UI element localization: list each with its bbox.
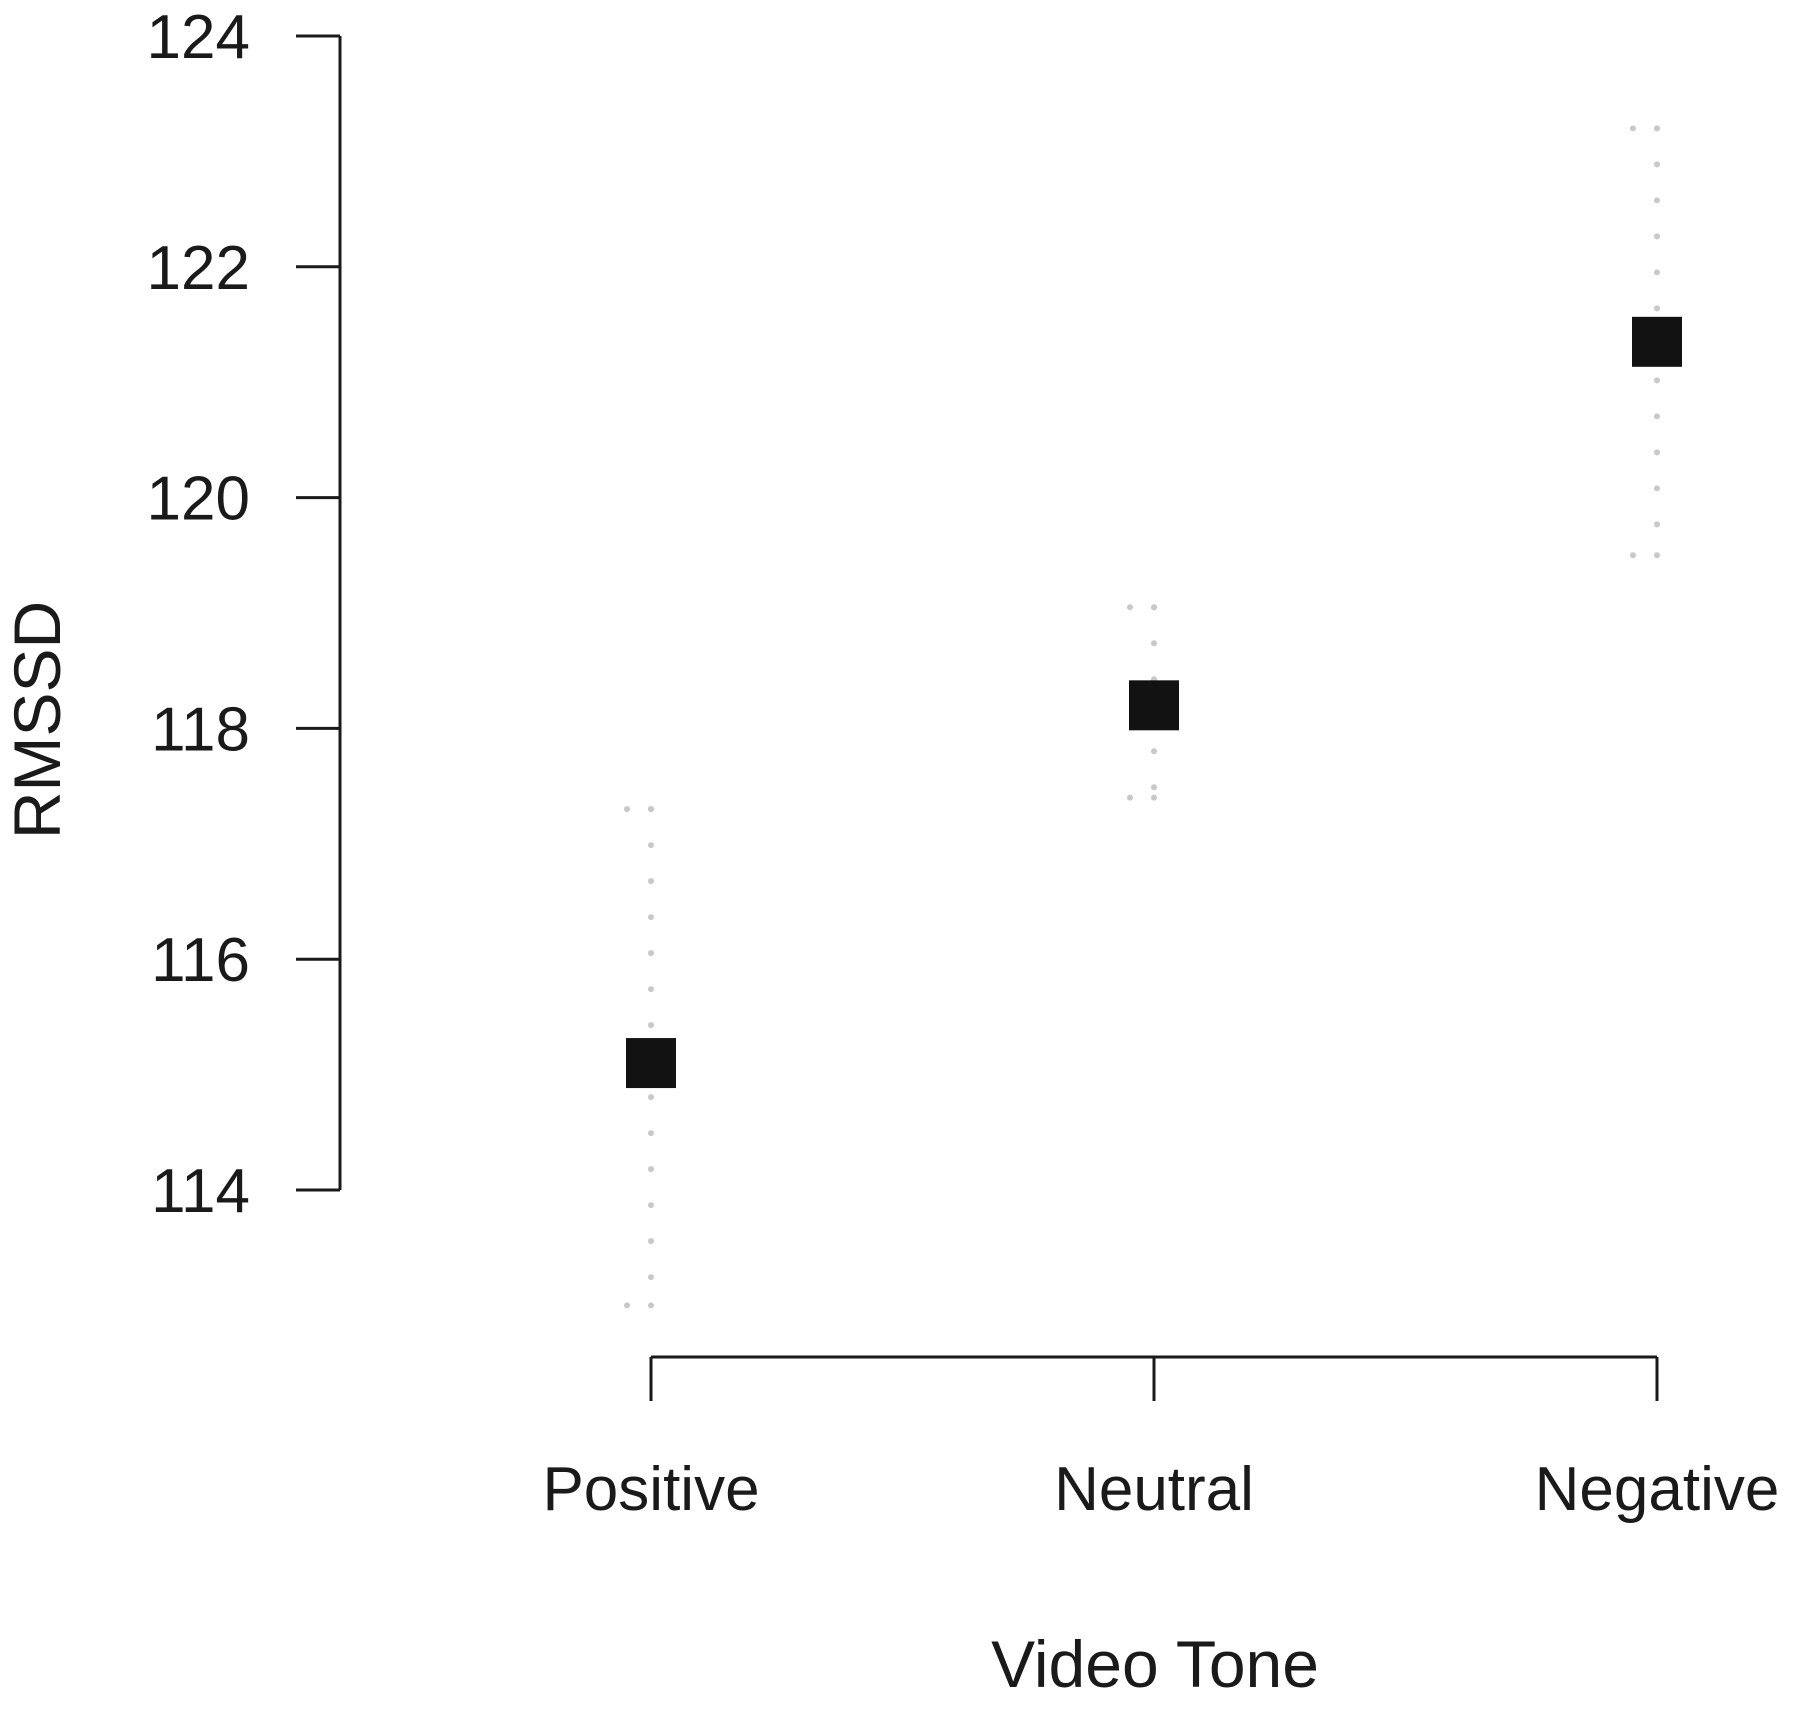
- y-axis: 114 116 118 120 122 124: [147, 3, 342, 1226]
- x-axis-title: Video Tone: [991, 1627, 1319, 1701]
- x-tick-label: Positive: [542, 1455, 759, 1524]
- y-axis-title: RMSSD: [0, 601, 74, 839]
- x-tick-label: Negative: [1535, 1455, 1780, 1524]
- y-tick-label: 114: [151, 1157, 250, 1226]
- x-axis: Positive Neutral Negative: [542, 1355, 1780, 1524]
- data-points: [626, 316, 1682, 1089]
- y-tick-label: 118: [151, 695, 250, 764]
- y-tick-label: 120: [147, 465, 250, 534]
- error-bar: [624, 806, 678, 1309]
- error-bar: [1127, 604, 1181, 801]
- x-tick-label: Neutral: [1054, 1455, 1254, 1524]
- y-tick-label: 116: [151, 926, 250, 995]
- y-tick-label: 122: [147, 234, 250, 303]
- y-tick-label: 124: [147, 3, 250, 72]
- data-point-negative: [1632, 316, 1682, 367]
- data-point-positive: [626, 1038, 676, 1089]
- data-point-neutral: [1129, 680, 1179, 731]
